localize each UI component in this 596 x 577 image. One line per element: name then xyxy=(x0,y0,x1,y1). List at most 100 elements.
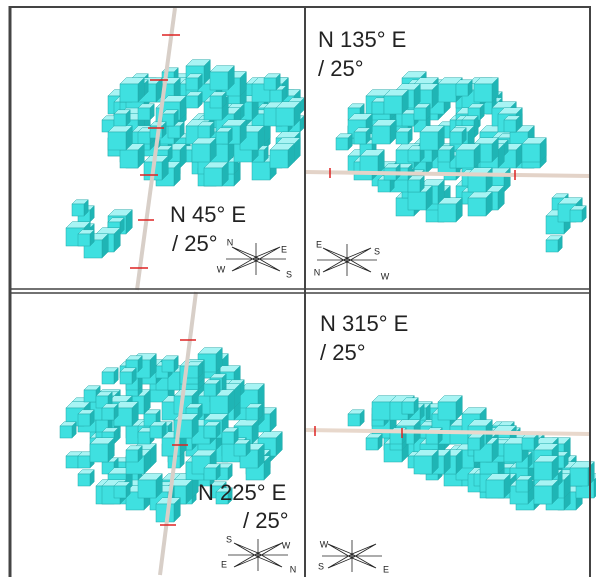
voxel-front xyxy=(150,426,162,438)
panel-title: N 45° E xyxy=(170,202,246,227)
voxel-front xyxy=(186,78,198,90)
voxel xyxy=(216,128,232,144)
voxel-front xyxy=(570,468,588,486)
voxel-front xyxy=(408,150,420,162)
voxel-front xyxy=(210,96,222,108)
voxel xyxy=(150,422,166,438)
compass-letter: E xyxy=(281,244,287,254)
voxel-front xyxy=(402,402,414,414)
voxel-front xyxy=(534,486,552,504)
panel-dip: / 25° xyxy=(318,56,364,81)
voxel xyxy=(204,162,228,186)
voxel-front xyxy=(138,132,150,144)
voxel xyxy=(402,398,418,414)
voxel-front xyxy=(504,444,522,462)
voxel-front xyxy=(138,480,156,498)
voxel-front xyxy=(456,150,474,168)
voxel-front xyxy=(60,426,72,438)
voxel-front xyxy=(372,102,384,114)
compass-letter: W xyxy=(320,539,329,549)
voxel xyxy=(570,206,586,222)
voxel xyxy=(162,356,178,372)
voxel xyxy=(450,128,466,144)
voxel-front xyxy=(90,444,108,462)
voxel-front xyxy=(474,84,492,102)
voxel xyxy=(438,396,462,420)
voxel-front xyxy=(162,360,174,372)
voxel-front xyxy=(384,96,402,114)
compass-letter: N xyxy=(314,267,321,277)
voxel xyxy=(384,90,408,114)
voxel xyxy=(186,92,202,108)
voxel-front xyxy=(390,432,402,444)
voxel-front xyxy=(102,408,114,420)
voxel xyxy=(78,410,94,426)
voxel xyxy=(210,92,226,108)
voxel-front xyxy=(438,402,456,420)
voxel-front xyxy=(396,132,408,144)
voxel-front xyxy=(204,168,222,186)
voxel xyxy=(102,404,118,420)
voxel xyxy=(204,422,220,438)
voxel-front xyxy=(372,126,390,144)
voxel-front xyxy=(522,144,540,162)
voxel-front xyxy=(204,426,216,438)
voxel xyxy=(126,446,142,462)
voxel-front xyxy=(198,126,210,138)
panel-dip: / 25° xyxy=(320,340,366,365)
voxel-front xyxy=(216,132,228,144)
voxel-front xyxy=(456,84,468,96)
voxel xyxy=(210,66,234,90)
panel-dip: / 25° xyxy=(172,231,218,256)
voxel-front xyxy=(252,162,270,180)
voxel-front xyxy=(378,180,390,192)
voxel xyxy=(360,150,384,174)
voxel xyxy=(204,380,220,396)
voxel-front xyxy=(78,456,90,468)
voxel xyxy=(468,192,492,216)
panel-title: N 315° E xyxy=(320,311,408,336)
voxel xyxy=(456,80,472,96)
voxel-front xyxy=(204,468,216,480)
voxel xyxy=(204,464,220,480)
voxel-front xyxy=(348,414,360,426)
voxel xyxy=(192,138,216,162)
voxel xyxy=(138,474,162,498)
compass-letter: E xyxy=(383,564,389,574)
voxel-front xyxy=(186,96,198,108)
voxel-front xyxy=(78,234,90,246)
voxel xyxy=(474,78,498,102)
voxel xyxy=(270,144,294,168)
voxel-front xyxy=(270,150,288,168)
voxel-front xyxy=(114,114,126,126)
voxel xyxy=(336,134,352,150)
voxel-front xyxy=(336,138,348,150)
voxel xyxy=(114,482,130,498)
compass-letter: N xyxy=(290,564,297,574)
panel-dip: / 25° xyxy=(243,508,289,533)
voxel-front xyxy=(402,114,414,126)
voxel-front xyxy=(468,174,486,192)
voxel xyxy=(108,126,132,150)
voxel xyxy=(468,434,484,450)
compass-letter: W xyxy=(217,264,226,274)
voxel-front xyxy=(192,144,210,162)
voxel xyxy=(396,128,412,144)
voxel-front xyxy=(156,504,174,522)
voxel xyxy=(456,144,480,168)
voxel-front xyxy=(138,108,150,120)
voxel-front xyxy=(66,456,78,468)
voxel xyxy=(348,410,364,426)
voxel-front xyxy=(102,372,114,384)
voxel xyxy=(222,428,238,444)
voxel-front xyxy=(210,72,228,90)
voxel xyxy=(198,122,214,138)
compass-letter: W xyxy=(381,271,390,281)
voxel xyxy=(438,146,454,162)
voxel-front xyxy=(210,396,228,414)
voxel-front xyxy=(114,486,126,498)
voxel-front xyxy=(486,480,504,498)
voxel xyxy=(438,198,462,222)
voxel-front xyxy=(168,126,180,138)
voxel-front xyxy=(234,444,246,456)
